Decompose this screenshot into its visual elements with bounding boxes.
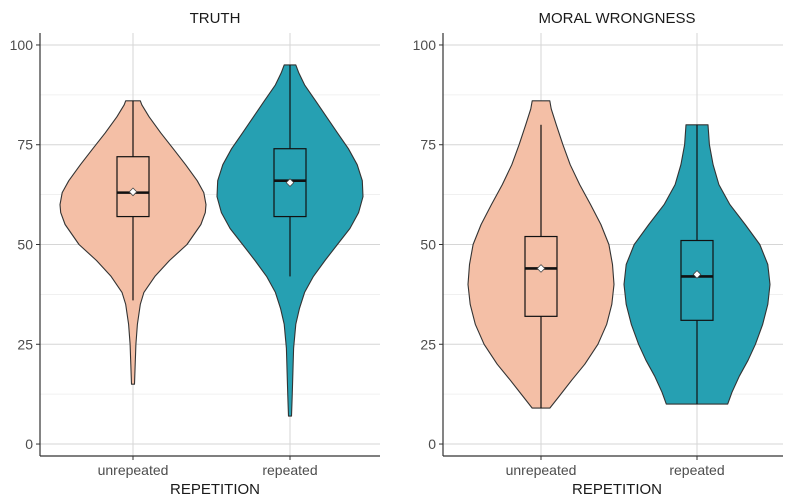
mean-marker (536, 264, 546, 273)
x-tick-label-unrepeated: unrepeated (506, 462, 577, 478)
y-tick-label: 75 (17, 137, 33, 153)
y-tick-label: 100 (10, 37, 34, 53)
iqr-box (524, 235, 558, 317)
y-tick-label: 25 (420, 336, 436, 352)
panel-moral-wrongness: 0 25 50 75 100 MORAL WRONGNESS REPETITION unrep… (413, 10, 783, 498)
mean-marker (128, 187, 138, 197)
violin-unrepeated (59, 100, 207, 385)
y-tick-label: 0 (428, 436, 436, 452)
violin-repeated (623, 124, 771, 405)
x-axis-label: REPETITION (170, 481, 260, 498)
x-axis-label: REPETITION (572, 481, 662, 498)
iqr-box (680, 239, 714, 321)
y-tick-label: 50 (420, 237, 436, 253)
y-tick-label: 100 (413, 37, 437, 53)
mean-marker (285, 178, 295, 188)
x-tick-label-repeated: repeated (262, 462, 317, 478)
y-tick-label: 0 (25, 436, 33, 452)
iqr-box (273, 148, 307, 218)
x-tick-label-repeated: repeated (669, 462, 724, 478)
mean-marker (692, 270, 702, 279)
x-tick-label-unrepeated: unrepeated (98, 462, 169, 478)
violin-unrepeated (467, 100, 615, 409)
violin-body (623, 124, 771, 405)
y-tick-label: 75 (420, 137, 436, 153)
chart-title: TRUTH (190, 10, 241, 27)
iqr-box (116, 156, 150, 218)
violin-body (467, 100, 615, 409)
violin-repeated (216, 64, 364, 417)
y-tick-label: 50 (17, 237, 33, 253)
chart-title: MORAL WRONGNESS (539, 10, 696, 27)
y-tick-label: 25 (17, 336, 33, 352)
